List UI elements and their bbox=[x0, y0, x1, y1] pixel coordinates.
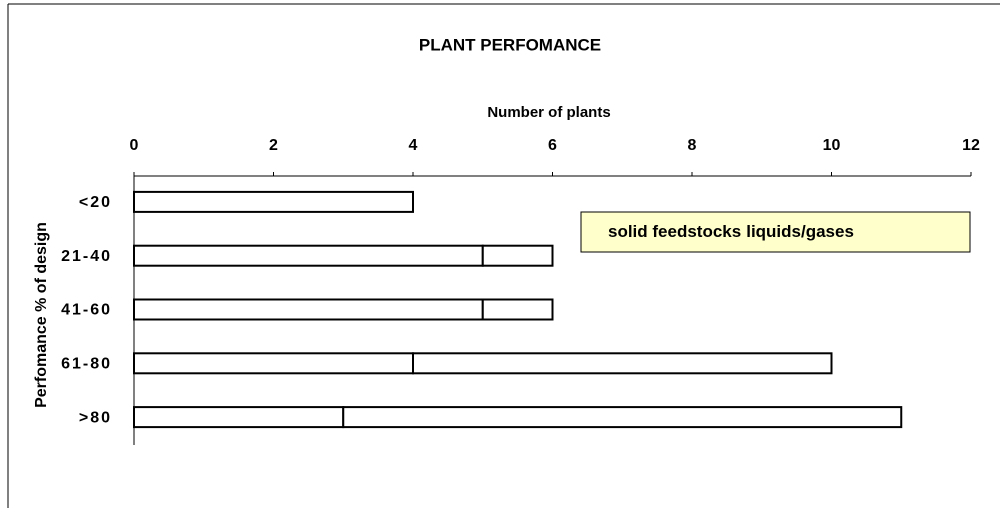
y-tick-label: <20 bbox=[79, 194, 112, 211]
chart-title: PLANT PERFOMANCE bbox=[419, 35, 601, 54]
bar bbox=[342, 406, 903, 429]
bar bbox=[412, 352, 833, 375]
x-tick-label: 12 bbox=[962, 137, 980, 154]
y-axis-title: Perfomance % of design bbox=[33, 222, 50, 408]
x-tick-label: 2 bbox=[269, 137, 278, 154]
bar bbox=[133, 406, 345, 429]
y-tick-label: 61-80 bbox=[61, 356, 112, 373]
bar bbox=[481, 298, 554, 321]
legend-box bbox=[580, 211, 971, 253]
legend-entry: liquids/gases bbox=[746, 222, 854, 241]
y-tick-label: 41-60 bbox=[61, 302, 112, 319]
x-tick-label: 6 bbox=[548, 137, 557, 154]
bar bbox=[481, 244, 554, 267]
x-tick-label: 10 bbox=[823, 137, 841, 154]
bar bbox=[133, 190, 414, 213]
legend-entry: solid feedstocks bbox=[608, 222, 741, 241]
bar bbox=[133, 352, 414, 375]
x-axis-title: Number of plants bbox=[487, 104, 610, 121]
x-tick-label: 8 bbox=[688, 137, 697, 154]
y-tick-label: >80 bbox=[79, 409, 112, 426]
legend: solid feedstocks liquids/gases bbox=[608, 222, 854, 241]
bar bbox=[133, 244, 484, 267]
bar bbox=[133, 298, 484, 321]
x-tick-label: 0 bbox=[130, 137, 139, 154]
x-tick-label: 4 bbox=[409, 137, 418, 154]
y-tick-label: 21-40 bbox=[61, 248, 112, 265]
